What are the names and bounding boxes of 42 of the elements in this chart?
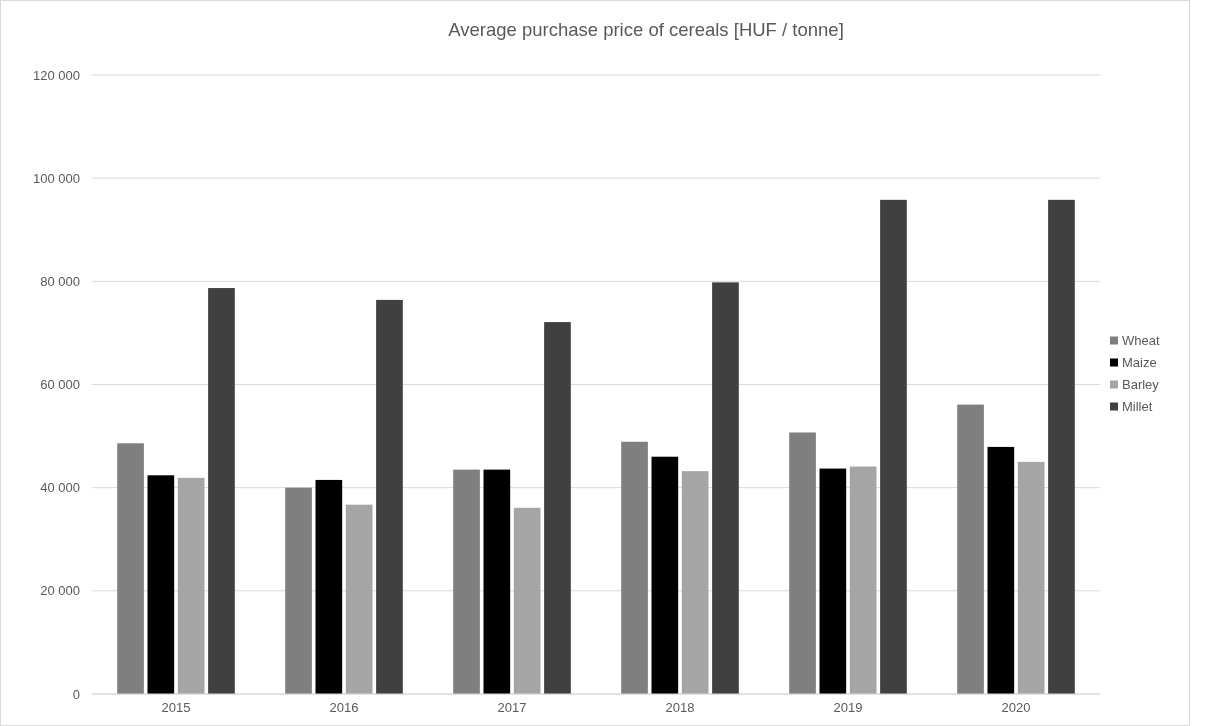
bar (453, 469, 480, 694)
bar (957, 404, 984, 694)
y-tick-label: 0 (72, 686, 80, 702)
y-tick-label: 20 000 (40, 583, 80, 599)
bar (987, 446, 1015, 694)
bar (712, 282, 739, 694)
legend-label: Maize (1122, 355, 1157, 371)
y-tick-label: 120 000 (33, 67, 80, 83)
bar (208, 288, 235, 694)
x-tick-label: 2017 (497, 700, 527, 715)
x-tick-label: 2015 (161, 700, 191, 715)
bar (345, 504, 373, 694)
x-tick-label: 2016 (329, 700, 359, 715)
legend-label: Wheat (1122, 333, 1160, 349)
bar (1017, 461, 1045, 694)
bar (147, 475, 175, 694)
bar (789, 432, 816, 694)
bar (315, 479, 343, 694)
bar (849, 466, 877, 694)
y-tick-label: 80 000 (40, 273, 80, 289)
legend-label: Barley (1122, 377, 1160, 393)
bar (544, 322, 571, 694)
bar (681, 471, 709, 694)
bar (513, 507, 541, 694)
x-tick-label: 2020 (1001, 700, 1031, 715)
x-tick-label: 2018 (665, 700, 695, 715)
y-tick-label: 100 000 (33, 170, 80, 186)
bar (376, 299, 403, 694)
bar (483, 469, 511, 694)
y-tick-label: 60 000 (40, 377, 80, 393)
bar (651, 456, 679, 694)
legend-label: Millet (1122, 399, 1153, 415)
bar (177, 477, 205, 694)
x-tick-label: 2019 (833, 700, 863, 715)
bar (621, 441, 648, 694)
chart-title: Average purchase price of cereals [HUF / tonne] (448, 19, 844, 40)
bar (285, 487, 312, 694)
bar (880, 199, 907, 694)
y-tick-label: 40 000 (40, 480, 80, 496)
bar (117, 443, 144, 694)
bar (819, 468, 847, 694)
bar (1048, 199, 1075, 694)
